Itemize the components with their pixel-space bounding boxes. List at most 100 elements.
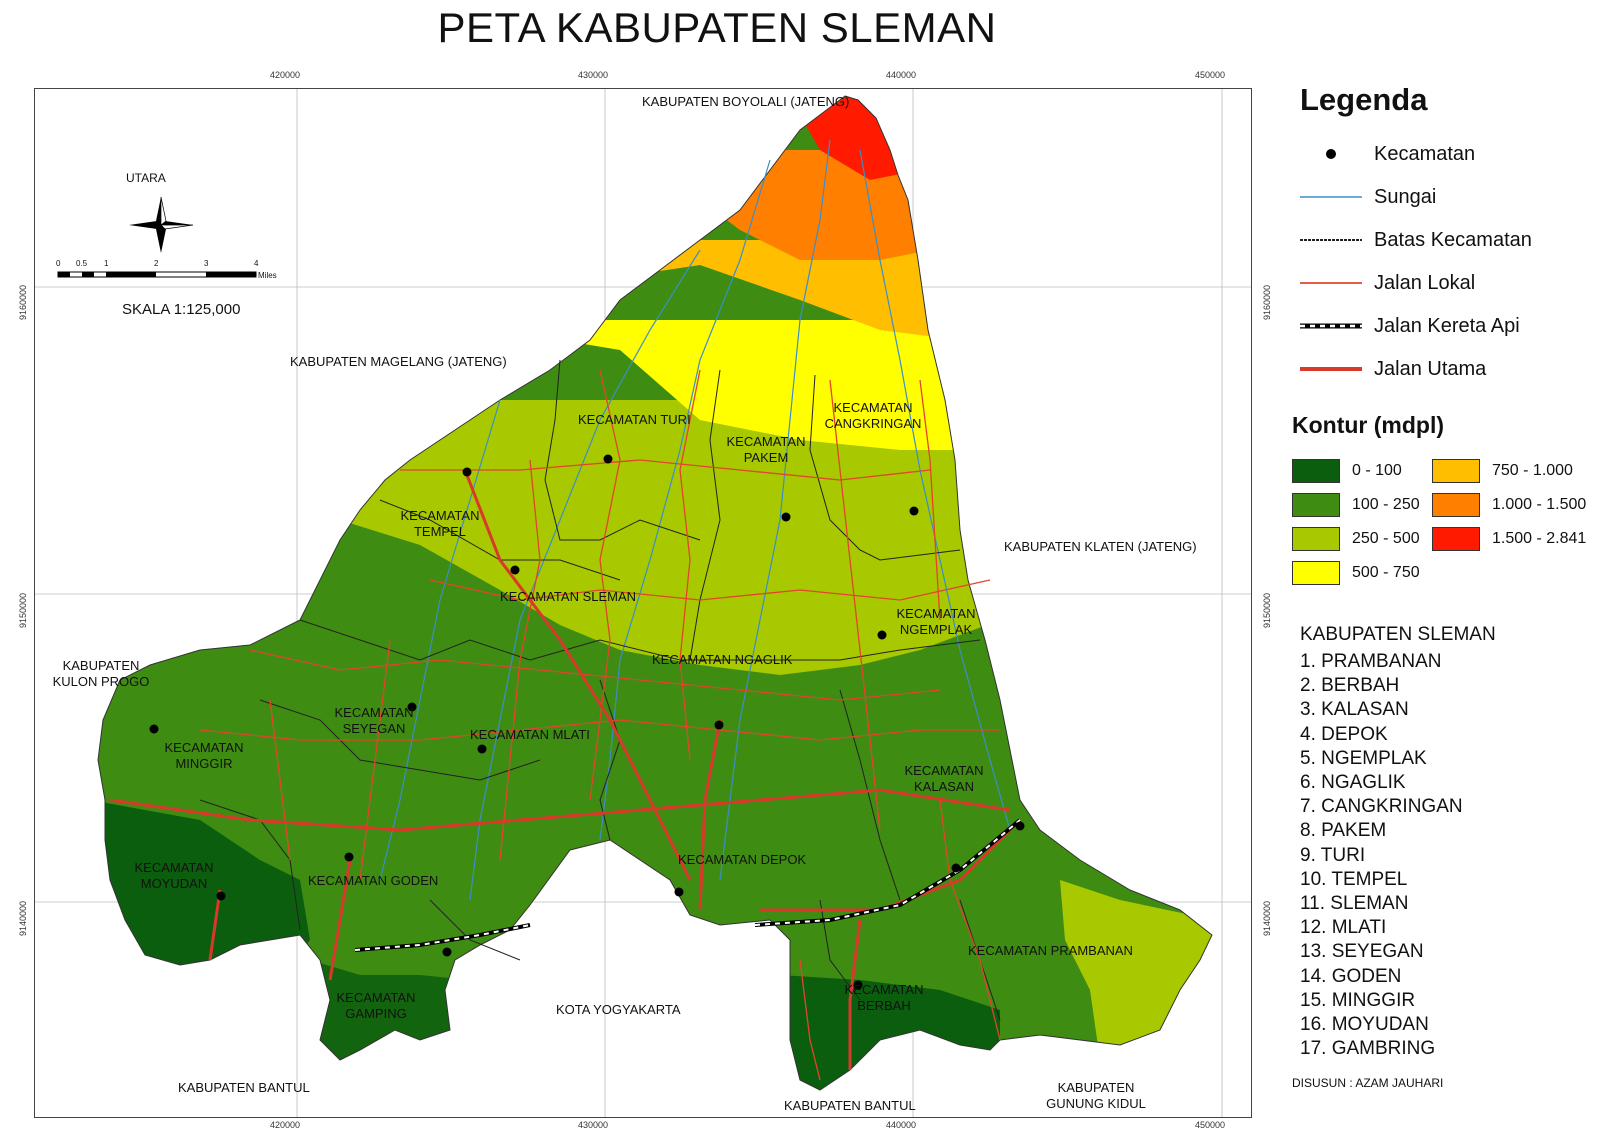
point-turi: [603, 454, 613, 464]
kontur-swatch: [1432, 459, 1480, 483]
legend-item-sungai: Sungai: [1300, 183, 1436, 211]
scale-tick: 0: [56, 259, 61, 268]
kecamatan-tempel-label: KECAMATAN TEMPEL: [400, 508, 480, 539]
zone-500-750: [560, 320, 1000, 450]
point-depok: [674, 887, 684, 897]
kontur-swatch: [1292, 459, 1340, 483]
legend-item-kecamatan: Kecamatan: [1300, 140, 1475, 168]
list-item: 11. SLEMAN: [1300, 893, 1409, 915]
main-roads: [109, 469, 1022, 1070]
list-item: 8. PAKEM: [1300, 820, 1387, 842]
rivers: [379, 139, 1011, 901]
kontur-swatch: [1292, 527, 1340, 551]
region-kulon-progo: KABUPATEN KULON PROGO: [52, 658, 150, 689]
kontur-class: 1.500 - 2.841: [1432, 527, 1586, 551]
grid-y-label: 9160000: [18, 284, 28, 320]
boundary-line-icon: [1300, 230, 1362, 250]
point-minggir: [149, 724, 159, 734]
list-item: 17. GAMBRING: [1300, 1038, 1436, 1060]
point-prambanan: [1015, 821, 1025, 831]
point-mlati: [477, 744, 487, 754]
scale-tick: 2: [154, 259, 159, 268]
grid-y-label: 9140000: [18, 900, 28, 936]
kecamatan-cangkringan-label: KECAMATAN CANGKRINGAN: [824, 400, 922, 431]
kecamatan-minggir-label: KECAMATAN MINGGIR: [164, 740, 244, 771]
kontur-class: 750 - 1.000: [1432, 459, 1573, 483]
kontur-title: Kontur (mdpl): [1292, 412, 1445, 438]
kontur-class: 250 - 500: [1292, 527, 1420, 551]
region-bantul-west: KABUPATEN BANTUL: [178, 1080, 310, 1095]
kecamatan-boundaries: [199, 359, 1001, 1021]
kontur-class: 100 - 250: [1292, 493, 1420, 517]
kecamatan-goden-label: KECAMATAN GODEN: [308, 873, 439, 888]
legend-title: Legenda: [1300, 82, 1428, 117]
grid-x-label: 430000: [578, 1120, 609, 1130]
grid-x-label: 420000: [270, 1120, 301, 1130]
grid-y-label: 9150000: [1262, 592, 1272, 628]
grid-x-label: 420000: [270, 70, 301, 80]
grid-y-label: 9150000: [18, 592, 28, 628]
point-goden: [344, 852, 354, 862]
map-frame: [34, 88, 1252, 1118]
list-item: 13. SEYEGAN: [1300, 941, 1424, 963]
point-kalasan: [951, 863, 961, 873]
scale-text: SKALA 1:125,000: [122, 301, 241, 318]
kecamatan-prambanan-label: KECAMATAN PRAMBANAN: [968, 943, 1133, 958]
map-title: PETA KABUPATEN SLEMAN: [437, 4, 997, 51]
kecamatan-depok-label: KECAMATAN DEPOK: [678, 852, 807, 867]
kecamatan-seyegan-label: KECAMATAN SEYEGAN: [334, 705, 414, 736]
point-ngemplak: [877, 630, 887, 640]
region-magelang: KABUPATEN MAGELANG (JATENG): [290, 354, 507, 369]
main-road-line-icon: [1300, 359, 1362, 379]
point-gamping: [442, 947, 452, 957]
kontur-swatch: [1432, 527, 1480, 551]
kontur-swatch: [1292, 561, 1340, 585]
kecamatan-ngemplak-label: KECAMATAN NGEMPLAK: [896, 606, 976, 637]
grid-x-label: 440000: [886, 1120, 917, 1130]
legend-item-jalan-lokal: Jalan Lokal: [1300, 269, 1475, 297]
legend-item-batas: Batas Kecamatan: [1300, 226, 1532, 254]
kecamatan-ngaglik-label: KECAMATAN NGAGLIK: [652, 652, 793, 667]
kecamatan-pakem-label: KECAMATAN PAKEM: [726, 434, 806, 465]
grid-y-label: 9140000: [1262, 900, 1272, 936]
kecamatan-mlati-label: KECAMATAN MLATI: [470, 727, 590, 742]
kontur-swatch: [1432, 493, 1480, 517]
scale-unit: Miles: [258, 271, 277, 280]
kabupaten-list-title: KABUPATEN SLEMAN: [1300, 624, 1496, 645]
district-outline: [97, 95, 1213, 1091]
point-pakem: [781, 512, 791, 522]
point-ngaglik: [714, 720, 724, 730]
zone-250-500: [300, 400, 1000, 675]
region-yogyakarta: KOTA YOGYAKARTA: [556, 1002, 681, 1017]
scale-bar: [57, 271, 257, 278]
point-berbah: [853, 980, 863, 990]
kecamatan-points: [149, 454, 1025, 990]
list-item: 14. GODEN: [1300, 965, 1402, 987]
point-tempel: [462, 467, 472, 477]
grid-y-label: 9160000: [1262, 284, 1272, 320]
grid-x-label: 440000: [886, 70, 917, 80]
compass-rose-icon: [129, 196, 194, 253]
kecamatan-turi-label: KECAMATAN TURI: [578, 412, 691, 427]
list-item: 5. NGEMPLAK: [1300, 747, 1427, 769]
region-bantul-south: KABUPATEN BANTUL: [784, 1098, 916, 1113]
point-icon: [1300, 144, 1362, 164]
point-moyudan: [216, 891, 226, 901]
local-road-line-icon: [1300, 273, 1362, 293]
river-line-icon: [1300, 187, 1362, 207]
kecamatan-berbah-label: KECAMATAN BERBAH: [844, 982, 924, 1013]
list-item: 3. KALASAN: [1300, 699, 1409, 721]
north-label: UTARA: [126, 171, 166, 185]
kecamatan-kalasan-label: KECAMATAN KALASAN: [904, 763, 984, 794]
scale-tick: 1: [104, 259, 109, 268]
railway: [354, 818, 1022, 952]
region-gunung-kidul: KABUPATEN GUNUNG KIDUL: [1046, 1080, 1146, 1111]
kecamatan-sleman-label: KECAMATAN SLEMAN: [500, 589, 637, 604]
list-item: 2. BERBAH: [1300, 675, 1400, 697]
kecamatan-gamping-label: KECAMATAN GAMPING: [336, 990, 416, 1021]
list-item: 7. CANGKRINGAN: [1300, 796, 1463, 818]
list-item: 12. MLATI: [1300, 917, 1387, 939]
list-item: 4. DEPOK: [1300, 723, 1388, 745]
list-item: 10. TEMPEL: [1300, 868, 1408, 890]
